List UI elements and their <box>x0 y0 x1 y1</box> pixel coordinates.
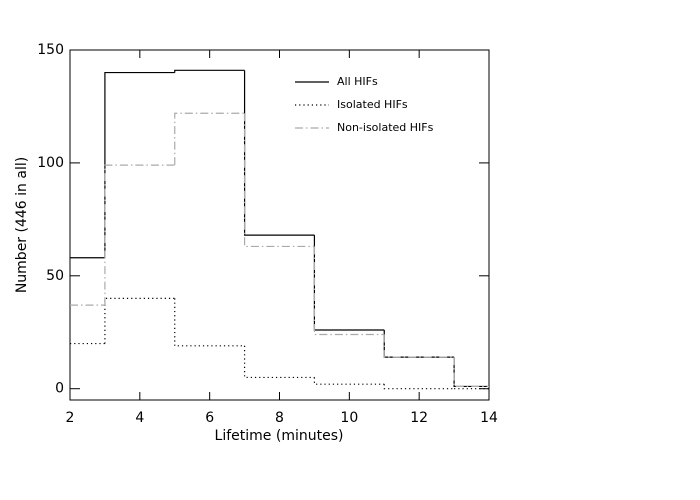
histogram-step <box>313 377 385 385</box>
histogram-step <box>383 334 455 358</box>
x-tick-label: 14 <box>480 410 498 426</box>
histogram-step <box>313 246 385 336</box>
y-tick-label: 50 <box>46 268 64 284</box>
x-tick-label: 4 <box>135 410 144 426</box>
legend-label: All HIFs <box>337 75 378 88</box>
x-tick-label: 2 <box>66 410 75 426</box>
x-tick-label: 12 <box>410 410 428 426</box>
legend-label: Isolated HIFs <box>337 98 408 111</box>
plot-frame <box>69 49 490 401</box>
y-axis-label: Number (446 in all) <box>14 157 30 293</box>
y-tick-label: 0 <box>55 381 64 397</box>
y-tick-label: 100 <box>37 155 64 171</box>
histogram-step <box>453 357 489 388</box>
histogram-step <box>104 164 175 306</box>
histogram-step <box>383 330 455 358</box>
legend-label: Non-isolated HIFs <box>337 121 434 134</box>
histogram-step <box>174 298 245 347</box>
histogram-step <box>383 384 455 390</box>
histogram-step <box>313 235 385 331</box>
histogram-step <box>243 70 315 236</box>
x-tick-label: 6 <box>205 410 214 426</box>
histogram-step <box>174 69 245 73</box>
x-tick-label: 10 <box>340 410 358 426</box>
histogram-step <box>104 297 175 344</box>
histogram-step <box>243 113 315 248</box>
x-tick-label: 8 <box>275 410 284 426</box>
histogram-step <box>174 112 245 166</box>
x-axis-label: Lifetime (minutes) <box>215 428 344 444</box>
histogram-step <box>243 345 315 379</box>
histogram-step <box>453 357 489 388</box>
y-tick-label: 150 <box>37 42 64 58</box>
